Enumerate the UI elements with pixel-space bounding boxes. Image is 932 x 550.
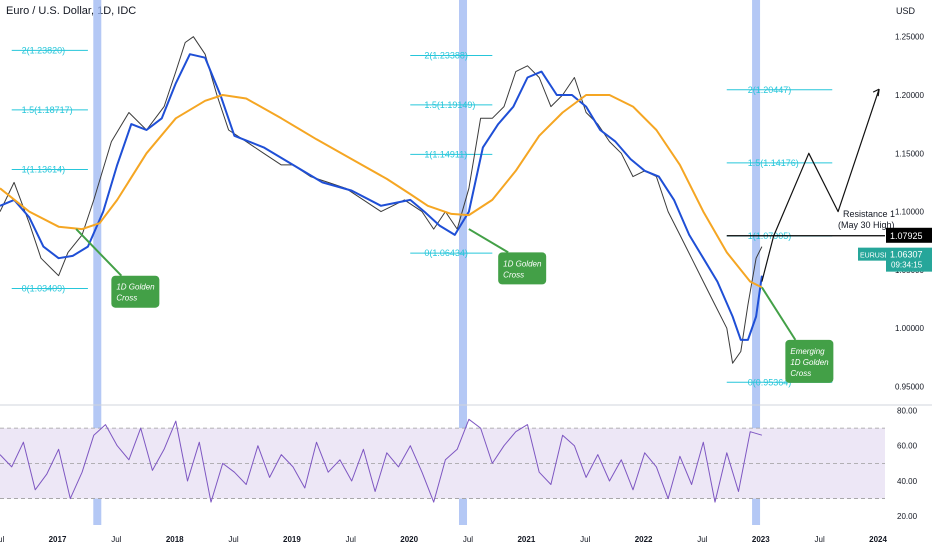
symbol-tag-label: EURUSD [860, 253, 890, 260]
fib-level-label: 1(1.13614) [22, 164, 66, 174]
resistance-annotation-title: Resistance 1 [843, 209, 895, 219]
current-price-label: 1.06307 [890, 250, 923, 260]
currency-label: USD [896, 6, 916, 16]
fib-level-label: 0(1.03409) [22, 283, 66, 293]
time-tick-label: Jul [580, 535, 590, 544]
time-tick-label: 2024 [869, 535, 887, 544]
callout-pointer [75, 228, 123, 277]
time-tick-label: 2023 [752, 535, 770, 544]
callout-text-line: Cross [790, 369, 811, 378]
symbol-tag [858, 247, 886, 261]
countdown-label: 09:34:15 [891, 261, 923, 270]
callout-text-line: 1D Golden [116, 283, 155, 292]
fib-level-label: 2(1.23388) [424, 50, 468, 60]
time-tick-label: 2022 [635, 535, 653, 544]
ma-fast-line [0, 53, 763, 341]
ma-slow-line [0, 94, 763, 289]
time-tick-label: 2021 [517, 535, 535, 544]
time-tick-label: Jul [815, 535, 825, 544]
price-tick-label: 0.95000 [895, 383, 924, 392]
projection-line [761, 88, 880, 282]
callout-text-line: Cross [503, 270, 524, 279]
callout-text-line: Emerging [790, 347, 825, 356]
golden-cross-callout [785, 339, 834, 383]
time-tick-label: Jul [346, 535, 356, 544]
callout-pointer [468, 228, 509, 254]
time-tick-label: 2020 [400, 535, 418, 544]
callout-text-line: 1D Golden [503, 259, 542, 268]
price-tick-label: 1.20000 [895, 91, 924, 100]
resistance-price-label: 1.07925 [890, 231, 923, 241]
resistance-annotation-subtitle: (May 30 High) [838, 220, 895, 230]
fib-level-label: 0(1.06434) [424, 248, 468, 258]
time-tick-label: Jul [0, 535, 4, 544]
projection-arrowhead [872, 88, 880, 97]
rsi-line [0, 418, 763, 503]
callout-pointer [761, 286, 797, 341]
time-tick-label: Jul [111, 535, 121, 544]
highlight-band-0 [93, 0, 102, 525]
fib-level-label: 2(1.23820) [22, 45, 66, 55]
fib-level-label: 1.5(1.19149) [424, 100, 475, 110]
fib-level-label: 1(1.14911) [424, 149, 467, 159]
rsi-tick-label: 20.00 [897, 512, 918, 521]
time-tick-label: Jul [463, 535, 473, 544]
callout-text-line: 1D Golden [790, 358, 829, 367]
fib-level-label: 1.5(1.18717) [22, 105, 73, 115]
time-tick-label: Jul [228, 535, 238, 544]
fib-level-label: 2(1.20447) [748, 85, 792, 95]
resistance-price-tag [886, 227, 932, 243]
callout-text-line: Cross [116, 294, 137, 303]
rsi-tick-label: 60.00 [897, 442, 918, 451]
time-tick-label: Jul [697, 535, 707, 544]
price-line [0, 36, 763, 364]
rsi-tick-label: 40.00 [897, 477, 918, 486]
highlight-band-2 [752, 0, 761, 525]
highlight-band-1 [459, 0, 468, 525]
fib-level-label: 1.5(1.14176) [748, 158, 799, 168]
golden-cross-callout [111, 275, 160, 308]
time-tick-label: 2018 [166, 535, 184, 544]
fib-level-label: 0(0.95364) [748, 377, 792, 387]
golden-cross-callout [498, 252, 547, 285]
current-price-tag [886, 247, 932, 272]
time-tick-label: 2017 [49, 535, 67, 544]
price-tick-label: 1.00000 [895, 324, 924, 333]
chart-title: Euro / U.S. Dollar, 1D, IDC [6, 5, 137, 17]
rsi-tick-label: 80.00 [897, 407, 918, 416]
time-tick-label: 2019 [283, 535, 301, 544]
price-tick-label: 1.15000 [895, 149, 924, 158]
price-tick-label: 1.10000 [895, 208, 924, 217]
price-tick-label: 1.25000 [895, 33, 924, 42]
